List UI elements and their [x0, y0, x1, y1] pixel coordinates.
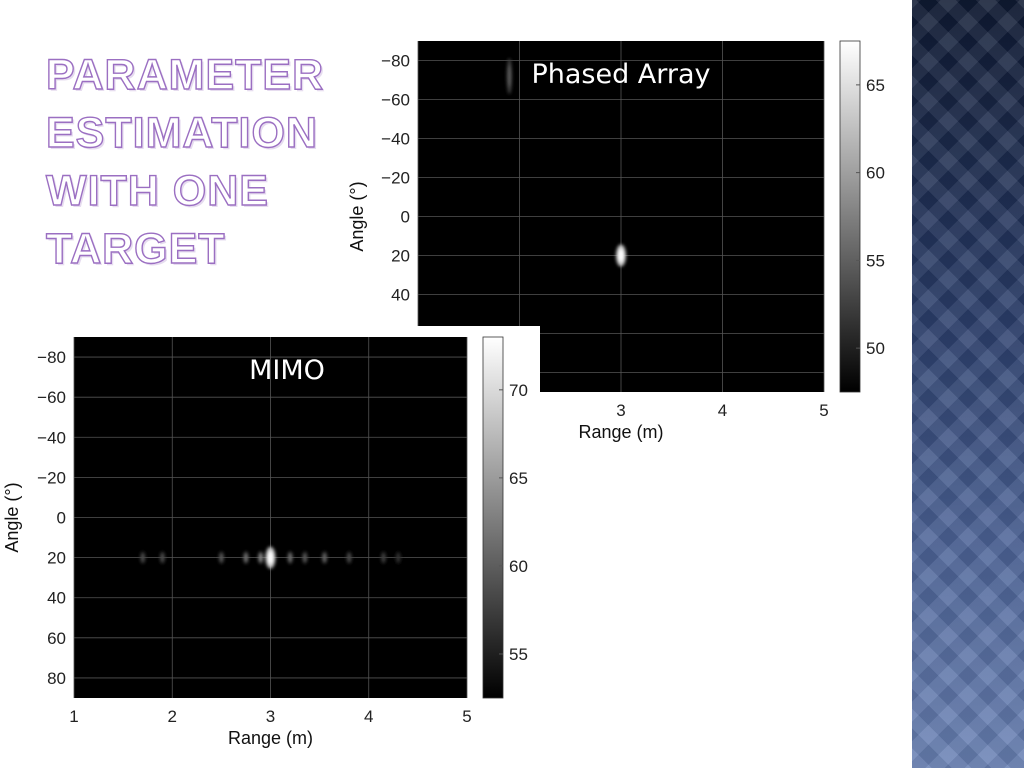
- colorbar-tick-label: 50: [866, 339, 885, 358]
- y-tick-label: 0: [401, 208, 410, 227]
- colorbar-tick-label: 70: [509, 381, 528, 400]
- panel-label: Phased Array: [531, 59, 710, 90]
- heatmap-peak: [160, 554, 164, 562]
- y-tick-label: 20: [391, 247, 410, 266]
- x-axis-label: Range (m): [228, 728, 313, 748]
- y-tick-label: −20: [381, 169, 410, 188]
- y-tick-label: −40: [37, 428, 66, 447]
- x-tick-label: 5: [819, 401, 828, 420]
- slide-title-line: WITH ONE: [45, 166, 269, 215]
- y-tick-label: 80: [47, 669, 66, 688]
- mimo-figure: 1 2 3 4 5 −80 −60 −40 −20 0 20 40 60 80 Range (m) Angle…: [0, 326, 540, 756]
- heatmap-peak: [244, 554, 248, 562]
- decorative-side-band: [912, 0, 1024, 768]
- x-tick-label: 5: [462, 707, 471, 726]
- x-axis-label: Range (m): [578, 422, 663, 442]
- heatmap-peak: [303, 554, 307, 562]
- colorbar-tick-label: 65: [509, 469, 528, 488]
- y-tick-label: −60: [37, 388, 66, 407]
- y-tick-label: −80: [381, 52, 410, 71]
- y-tick-label: 40: [47, 589, 66, 608]
- heatmap-peak: [347, 554, 351, 562]
- heatmap-peak: [259, 554, 263, 562]
- heatmap-peaks: [140, 546, 401, 569]
- y-tick-label: −20: [37, 468, 66, 487]
- colorbar: [839, 40, 861, 393]
- panel-label: MIMO: [249, 355, 325, 386]
- heatmap-peak: [396, 554, 400, 562]
- y-tick-label: −60: [381, 91, 410, 110]
- x-tick-label: 2: [168, 707, 177, 726]
- colorbar-tick-label: 65: [866, 76, 885, 95]
- colorbar-tick-label: 55: [866, 251, 885, 270]
- y-axis-label: Angle (°): [2, 482, 22, 552]
- heatmap-peak: [141, 554, 145, 562]
- y-tick-label: 20: [47, 549, 66, 568]
- y-tick-label: −80: [37, 348, 66, 367]
- colorbar-tick-label: 55: [509, 645, 528, 664]
- y-axis-label: Angle (°): [347, 181, 367, 251]
- x-tick-label: 4: [718, 401, 727, 420]
- slide-title-line: ESTIMATION: [45, 108, 318, 157]
- colorbar: [482, 336, 504, 699]
- y-tick-label: −40: [381, 130, 410, 149]
- slide-title: PARAMETER ESTIMATION WITH ONE TARGET: [45, 46, 325, 278]
- heatmap-peak: [382, 554, 385, 562]
- slide-title-line: PARAMETER: [45, 50, 325, 99]
- x-tick-label: 1: [69, 707, 78, 726]
- colorbar-tick-label: 60: [866, 164, 885, 183]
- heatmap-peak: [323, 554, 326, 562]
- heatmap-peaks: [506, 58, 626, 267]
- y-tick-label: 0: [57, 509, 66, 528]
- heatmap-peak: [219, 554, 223, 562]
- y-tick-label: 60: [47, 629, 66, 648]
- heatmap-peak: [618, 248, 624, 263]
- heatmap-peak: [507, 65, 511, 87]
- x-tick-label: 3: [266, 707, 275, 726]
- x-tick-label: 3: [616, 401, 625, 420]
- colorbar-tick-label: 60: [509, 557, 528, 576]
- heatmap-peak: [288, 554, 292, 562]
- y-tick-label: 40: [391, 286, 410, 305]
- heatmap-peak: [267, 551, 274, 565]
- slide-title-line: TARGET: [45, 224, 226, 273]
- x-tick-label: 4: [364, 707, 373, 726]
